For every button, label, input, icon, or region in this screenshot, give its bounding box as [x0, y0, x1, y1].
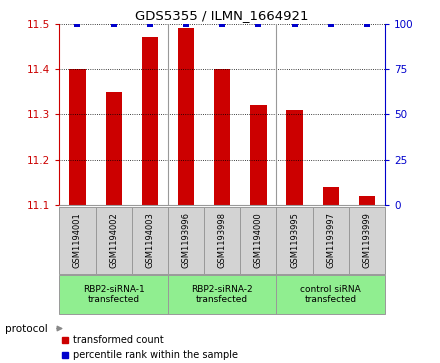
Point — [74, 21, 81, 26]
Point — [363, 21, 370, 26]
Text: transformed count: transformed count — [73, 335, 164, 345]
Bar — [250, 105, 267, 205]
Bar — [106, 92, 122, 205]
Bar — [214, 69, 231, 205]
Text: GSM1193998: GSM1193998 — [218, 212, 227, 269]
Point — [147, 21, 154, 26]
Text: GSM1193996: GSM1193996 — [182, 212, 191, 269]
Text: GSM1194000: GSM1194000 — [254, 213, 263, 268]
Text: GSM1194003: GSM1194003 — [145, 213, 154, 268]
Text: control siRNA
transfected: control siRNA transfected — [301, 285, 361, 304]
Point — [327, 21, 334, 26]
Text: GSM1194001: GSM1194001 — [73, 213, 82, 268]
Point — [183, 21, 190, 26]
Bar — [178, 28, 194, 205]
Bar — [323, 187, 339, 205]
FancyBboxPatch shape — [59, 207, 95, 274]
FancyBboxPatch shape — [349, 207, 385, 274]
Text: percentile rank within the sample: percentile rank within the sample — [73, 350, 238, 360]
FancyBboxPatch shape — [95, 207, 132, 274]
Bar — [142, 37, 158, 205]
FancyBboxPatch shape — [276, 275, 385, 314]
Text: GSM1193995: GSM1193995 — [290, 213, 299, 268]
FancyBboxPatch shape — [132, 207, 168, 274]
FancyBboxPatch shape — [276, 207, 313, 274]
Text: RBP2-siRNA-1
transfected: RBP2-siRNA-1 transfected — [83, 285, 145, 304]
Bar — [286, 110, 303, 205]
FancyBboxPatch shape — [168, 275, 276, 314]
Point — [110, 21, 117, 26]
Text: GSM1193997: GSM1193997 — [326, 212, 335, 269]
Title: GDS5355 / ILMN_1664921: GDS5355 / ILMN_1664921 — [136, 9, 309, 23]
FancyBboxPatch shape — [59, 275, 168, 314]
FancyBboxPatch shape — [240, 207, 276, 274]
Point — [291, 21, 298, 26]
Text: protocol: protocol — [5, 323, 48, 334]
Text: GSM1193999: GSM1193999 — [363, 213, 371, 268]
Bar — [70, 69, 86, 205]
Point — [219, 21, 226, 26]
Text: GSM1194002: GSM1194002 — [109, 213, 118, 268]
FancyBboxPatch shape — [313, 207, 349, 274]
FancyBboxPatch shape — [204, 207, 240, 274]
Point — [255, 21, 262, 26]
Bar — [359, 196, 375, 205]
Text: RBP2-siRNA-2
transfected: RBP2-siRNA-2 transfected — [191, 285, 253, 304]
FancyBboxPatch shape — [168, 207, 204, 274]
